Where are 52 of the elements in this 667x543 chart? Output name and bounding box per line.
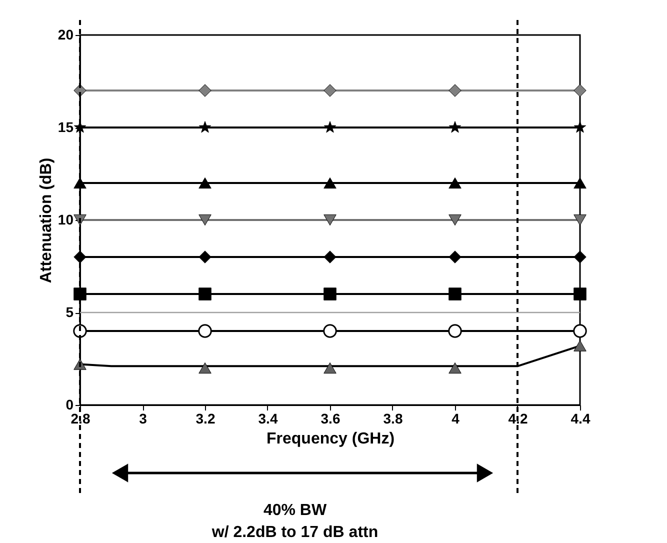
point — [448, 177, 462, 189]
point — [574, 340, 586, 352]
point — [448, 362, 462, 374]
point — [574, 121, 586, 133]
point — [574, 250, 586, 264]
point — [324, 288, 336, 300]
point — [198, 84, 212, 97]
point — [573, 324, 587, 338]
point — [198, 250, 212, 264]
x-axis-title: Frequency (GHz) — [266, 430, 395, 448]
y-tick-label: 20 — [58, 26, 74, 42]
y-tick-label: 10 — [58, 212, 74, 228]
point — [574, 214, 586, 226]
y-tick-label: 5 — [66, 304, 74, 320]
point — [448, 84, 462, 97]
point — [198, 288, 212, 300]
point — [324, 121, 336, 133]
x-tick-label: 3.6 — [320, 410, 340, 426]
point — [324, 362, 336, 374]
point — [574, 84, 586, 97]
y-tick-label: 15 — [58, 119, 74, 135]
x-tick-label: 3 — [139, 410, 148, 426]
x-tick-label: 2.8 — [70, 410, 90, 426]
point — [198, 324, 212, 338]
point — [448, 324, 462, 338]
point — [574, 288, 586, 300]
point — [198, 121, 212, 133]
y-axis-title: Attenuation (dB) — [38, 158, 55, 284]
text: w/ 2.2dB to 17 dB attn — [210, 524, 378, 541]
point — [74, 250, 86, 264]
point — [324, 250, 336, 264]
x-tick-label: 3.2 — [196, 410, 216, 426]
point — [324, 177, 336, 189]
x-tick-label: 3.8 — [383, 410, 403, 426]
text: 40% BW — [263, 502, 328, 519]
point — [198, 214, 212, 226]
point — [448, 121, 462, 133]
point — [574, 177, 586, 189]
x-tick-label: 4.4 — [570, 410, 590, 426]
x-tick-label: 4 — [452, 410, 460, 426]
point — [448, 250, 462, 264]
point — [323, 324, 337, 338]
point — [324, 84, 336, 97]
x-tick-label: 4.2 — [508, 410, 528, 426]
point — [74, 288, 86, 300]
point — [448, 214, 462, 226]
point — [198, 362, 212, 374]
point — [448, 288, 462, 300]
x-tick-label: 3.4 — [258, 410, 278, 426]
point — [324, 214, 336, 226]
point — [198, 177, 212, 189]
y-tick-label: 0 — [66, 396, 74, 412]
